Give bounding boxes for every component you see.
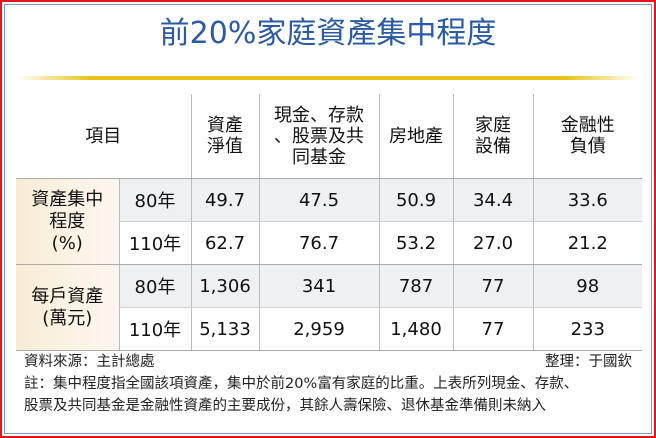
value-cell: 34.4	[452, 178, 533, 222]
year-cell: 110年	[118, 221, 191, 265]
header-real-estate: 房地產	[378, 94, 453, 179]
header-line: 設備	[475, 136, 511, 157]
editor-credit: 整理：于國欽	[545, 354, 632, 370]
header-line: 房地產	[389, 125, 443, 147]
value-cell: 76.7	[258, 221, 379, 265]
header-line: 、股票及共	[274, 125, 364, 147]
value-cell: 98	[532, 264, 642, 308]
asset-concentration-table: 項目 資產 淨值 現金、存款 、股票及共 同基金 房地產 家庭 設備	[16, 94, 642, 351]
year-cell: 80年	[118, 178, 191, 222]
value-cell: 1,480	[378, 307, 453, 351]
value-cell: 77	[452, 264, 533, 308]
source-note: 資料來源：主計總處	[24, 354, 155, 370]
year-cell: 110年	[118, 307, 191, 351]
value-cell: 341	[258, 264, 379, 308]
title-underline	[16, 76, 640, 80]
header-line: 家庭	[475, 115, 511, 136]
header-cash-deposits-stocks-funds: 現金、存款 、股票及共 同基金	[258, 94, 379, 179]
value-cell: 47.5	[258, 178, 379, 222]
header-row: 項目 資產 淨值 現金、存款 、股票及共 同基金 房地產 家庭 設備	[16, 94, 642, 179]
header-line: 同基金	[292, 146, 346, 168]
value-cell: 77	[452, 307, 533, 351]
row-label-line: (%)	[51, 232, 83, 254]
row-label-line: (萬元)	[42, 307, 93, 329]
table-row: 110年 5,133 2,959 1,480 77 233	[16, 307, 642, 351]
year-cell: 80年	[118, 264, 191, 308]
row-group-label-per-household-assets: 每戶資產 (萬元)	[16, 264, 119, 351]
header-line: 金融性	[560, 115, 615, 136]
value-cell: 27.0	[452, 221, 533, 265]
header-line: 資產	[207, 115, 243, 136]
value-cell: 1,306	[190, 264, 259, 308]
table-row: 每戶資產 (萬元) 80年 1,306 341 787 77 98	[16, 264, 642, 351]
row-label-line: 每戶資產	[31, 285, 104, 307]
value-cell: 50.9	[378, 178, 453, 222]
value-cell: 233	[532, 307, 642, 351]
value-cell: 21.2	[532, 221, 642, 265]
value-cell: 53.2	[378, 221, 453, 265]
row-label-line: 資產集中	[31, 188, 104, 210]
footnote-line-2: 股票及共同基金是金融性資產的主要成份，其餘人壽保險、退休基金準備則未納入	[24, 398, 546, 414]
header-line: 淨值	[207, 136, 243, 157]
table-row: 110年 62.7 76.7 53.2 27.0 21.2	[16, 221, 642, 265]
header-item: 項目	[16, 94, 191, 179]
header-net-worth: 資產 淨值	[190, 94, 259, 179]
header-household-equipment: 家庭 設備	[452, 94, 533, 179]
value-cell: 5,133	[190, 307, 259, 351]
header-line: 負債	[569, 136, 606, 157]
table-row: 資產集中 程度 (%) 80年 49.7 47.5 50.9 34.4 33.6	[16, 178, 642, 265]
value-cell: 62.7	[190, 221, 259, 265]
footnote-line-1: 註：集中程度指全國該項資產，集中於前20%富有家庭的比重。上表所列現金、存款、	[24, 376, 579, 392]
value-cell: 787	[378, 264, 453, 308]
header-line: 現金、存款	[274, 104, 364, 126]
row-label-line: 程度	[49, 210, 86, 232]
header-financial-liabilities: 金融性 負債	[532, 94, 642, 179]
page-title: 前20%家庭資產集中程度	[159, 16, 497, 51]
value-cell: 33.6	[532, 178, 642, 222]
value-cell: 49.7	[190, 178, 259, 222]
row-group-label-concentration: 資產集中 程度 (%)	[16, 178, 119, 265]
value-cell: 2,959	[258, 307, 379, 351]
